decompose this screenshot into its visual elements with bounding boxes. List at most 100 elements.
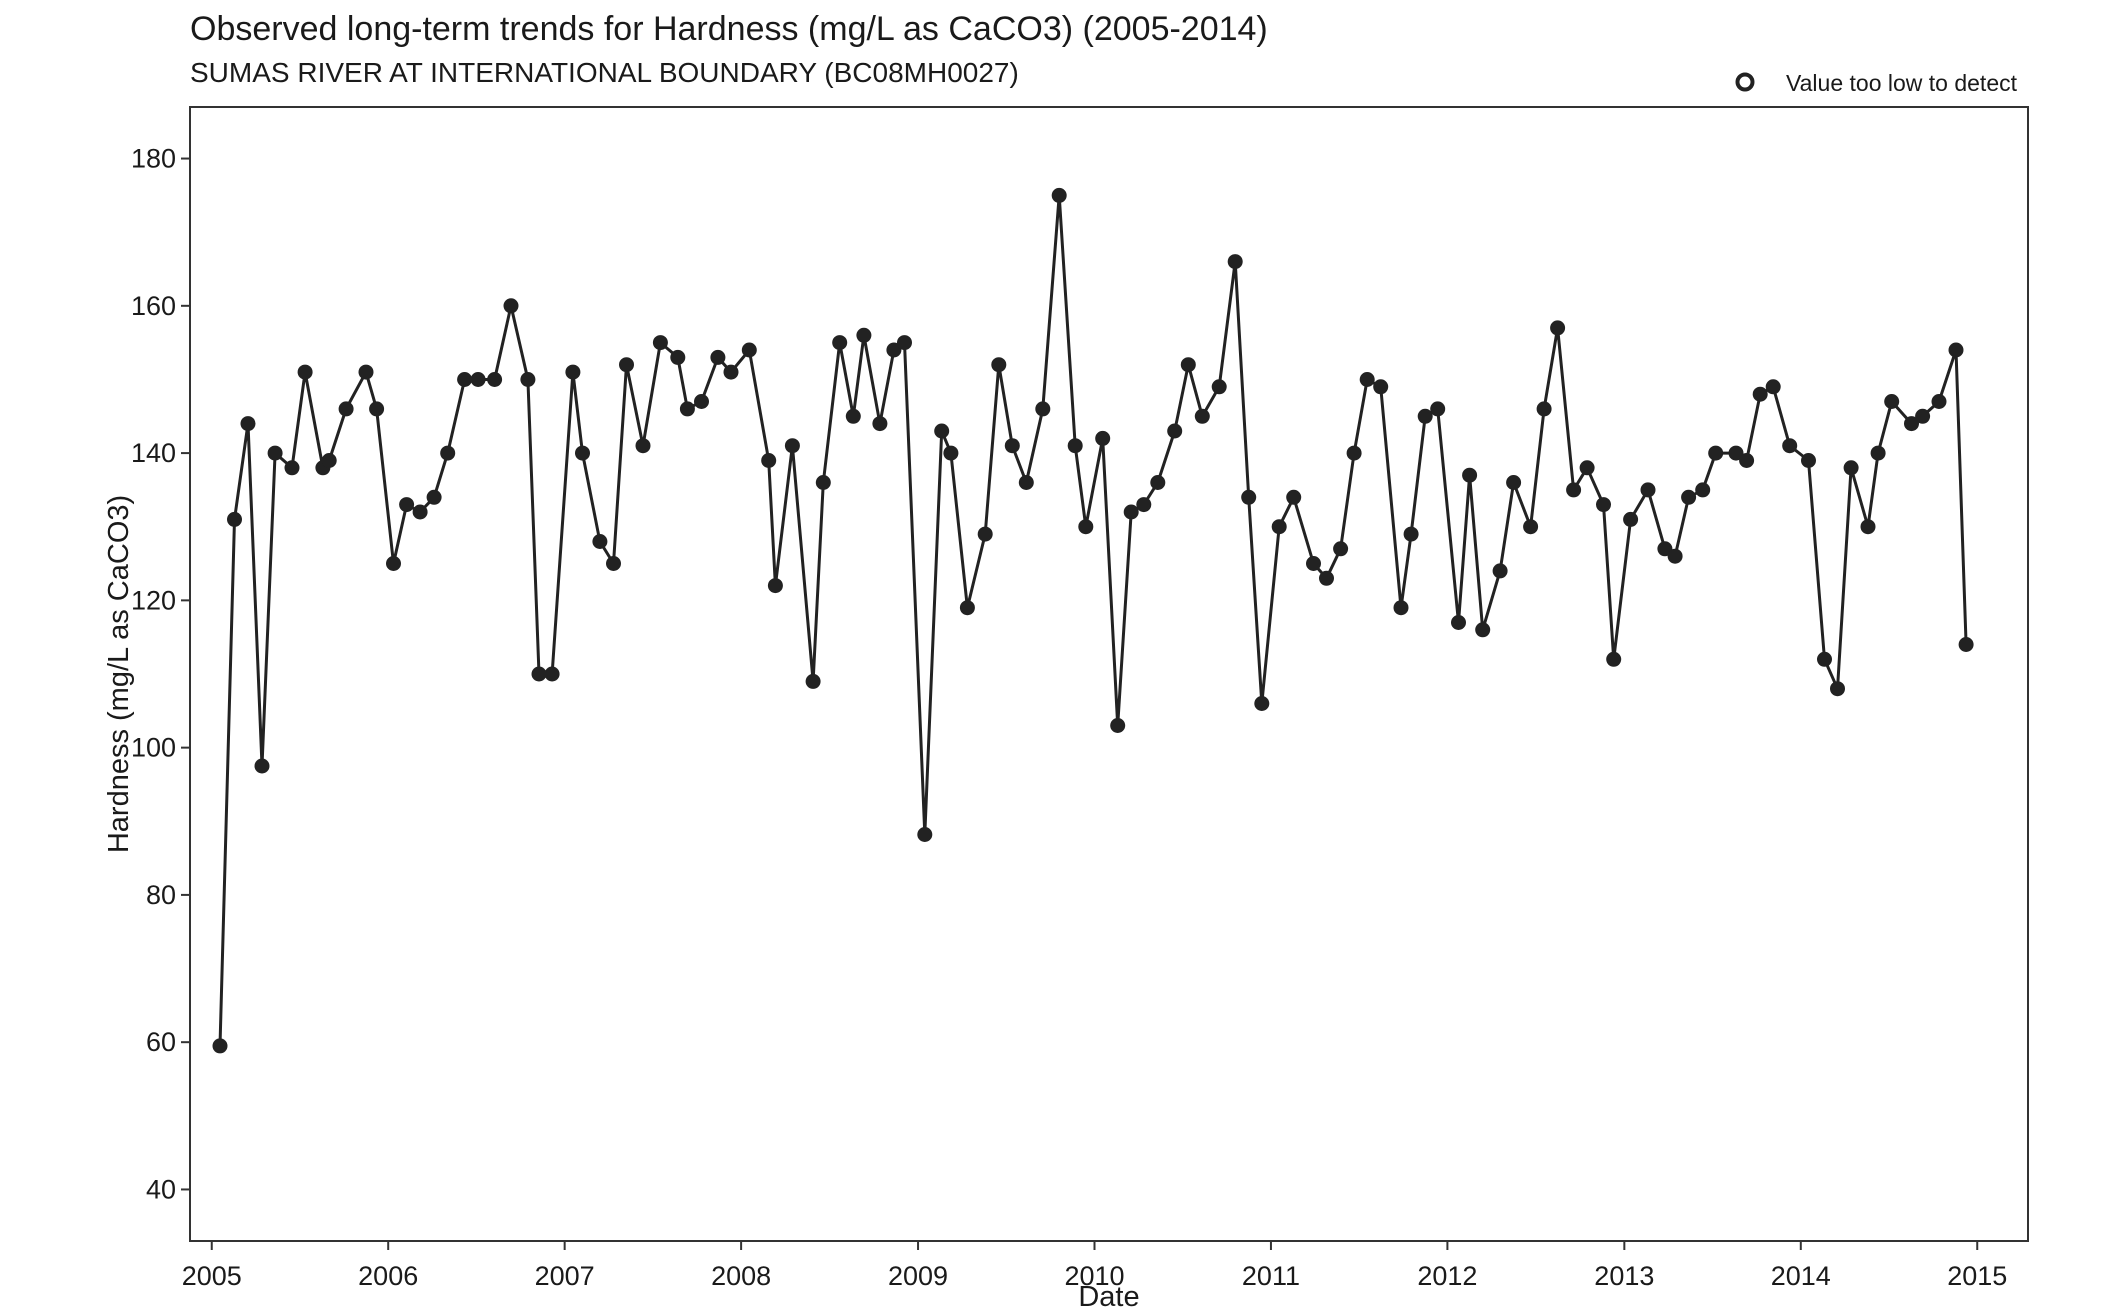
data-point <box>991 357 1007 373</box>
x-tick-label: 2005 <box>182 1261 242 1291</box>
data-point <box>1506 475 1522 490</box>
y-axis: 40 60 80 100 120 140 160 180 <box>131 144 190 1204</box>
y-tick-label: 160 <box>131 291 176 321</box>
y-tick-label: 140 <box>131 438 176 468</box>
data-point <box>1765 379 1781 395</box>
data-point <box>369 401 385 417</box>
data-point <box>338 401 354 417</box>
data-point <box>1667 548 1683 564</box>
data-point <box>767 578 783 594</box>
x-tick-label: 2013 <box>1594 1261 1654 1291</box>
data-point <box>1681 489 1697 505</box>
data-point <box>1884 394 1900 409</box>
data-point <box>1830 681 1845 697</box>
data-point <box>565 364 581 380</box>
x-tick-label: 2015 <box>1947 1261 2007 1291</box>
data-point <box>457 372 473 387</box>
data-point <box>1095 430 1111 446</box>
data-point <box>1136 497 1152 513</box>
data-point <box>1180 357 1196 373</box>
data-point <box>426 489 442 505</box>
data-point <box>679 401 695 417</box>
data-point <box>1739 453 1755 468</box>
data-point <box>1373 379 1389 395</box>
data-point <box>635 438 651 454</box>
data-point <box>977 526 993 542</box>
data-point <box>1403 526 1419 542</box>
data-point <box>670 349 686 365</box>
data-point <box>1870 445 1886 461</box>
data-point <box>1536 401 1552 417</box>
data-point <box>1817 651 1832 667</box>
data-point <box>1359 372 1375 387</box>
data-point <box>1018 475 1034 490</box>
data-point <box>1319 570 1334 586</box>
data-point <box>358 364 374 380</box>
x-tick-label: 2008 <box>711 1261 771 1291</box>
data-point <box>1801 453 1816 468</box>
legend-label: Value too low to detect <box>1786 70 2018 96</box>
data-point <box>254 758 270 774</box>
data-point <box>321 453 337 468</box>
data-point <box>386 556 401 571</box>
data-point <box>1904 416 1919 432</box>
data-point <box>440 445 456 461</box>
data-point <box>1695 482 1711 498</box>
data-point <box>1211 379 1227 395</box>
data-point <box>784 438 800 454</box>
data-point <box>544 666 560 682</box>
data-point <box>886 342 902 358</box>
x-tick-label: 2014 <box>1771 1261 1831 1291</box>
data-point <box>1550 320 1566 336</box>
legend: Value too low to detect <box>1735 70 2018 96</box>
x-tick-label: 2007 <box>535 1261 595 1291</box>
data-point <box>815 475 831 490</box>
x-axis: 2005 2006 2007 2008 2009 2010 2011 2012 2013 2014… <box>182 1241 2007 1291</box>
data-point <box>723 364 739 380</box>
x-tick-label: 2010 <box>1064 1261 1124 1291</box>
data-point <box>412 504 428 520</box>
data-point <box>1640 482 1656 498</box>
data-point <box>1708 445 1724 461</box>
data-point <box>856 327 872 343</box>
y-tick-label: 100 <box>131 733 176 763</box>
data-point <box>1035 401 1051 417</box>
chart-subtitle: SUMAS RIVER AT INTERNATIONAL BOUNDARY (B… <box>190 57 1019 88</box>
data-point <box>1241 489 1257 505</box>
data-point <box>694 394 709 409</box>
data-point <box>284 460 300 476</box>
data-point <box>872 416 888 432</box>
data-point <box>606 556 621 571</box>
data-point <box>1451 615 1466 630</box>
data-point <box>1606 651 1622 667</box>
x-tick-label: 2011 <box>1242 1261 1300 1291</box>
data-point <box>741 342 757 358</box>
data-point <box>1417 408 1433 424</box>
data-point <box>1579 460 1595 476</box>
data-point <box>1150 475 1166 490</box>
series-hardness <box>212 187 1974 1054</box>
legend-open-circle-icon <box>1735 72 1755 92</box>
data-point <box>592 534 608 549</box>
data-point <box>1227 254 1243 270</box>
data-point <box>1346 445 1362 461</box>
data-point <box>1393 600 1409 616</box>
data-point <box>845 408 861 424</box>
data-point <box>227 511 242 527</box>
data-point <box>399 497 415 513</box>
data-point <box>1931 394 1947 409</box>
data-point <box>531 666 547 682</box>
data-point <box>1752 386 1768 402</box>
data-point <box>1523 519 1539 535</box>
data-point <box>959 600 975 616</box>
data-point <box>761 453 777 468</box>
data-point <box>652 335 668 351</box>
data-point <box>1110 718 1126 733</box>
data-point <box>520 372 536 387</box>
data-point <box>1271 519 1287 535</box>
y-axis-title: Hardness (mg/L as CaCO3) <box>103 495 135 853</box>
plot-panel-border <box>189 106 2029 1242</box>
data-point <box>1492 563 1508 579</box>
data-point <box>1078 519 1094 535</box>
data-point <box>1915 408 1931 424</box>
